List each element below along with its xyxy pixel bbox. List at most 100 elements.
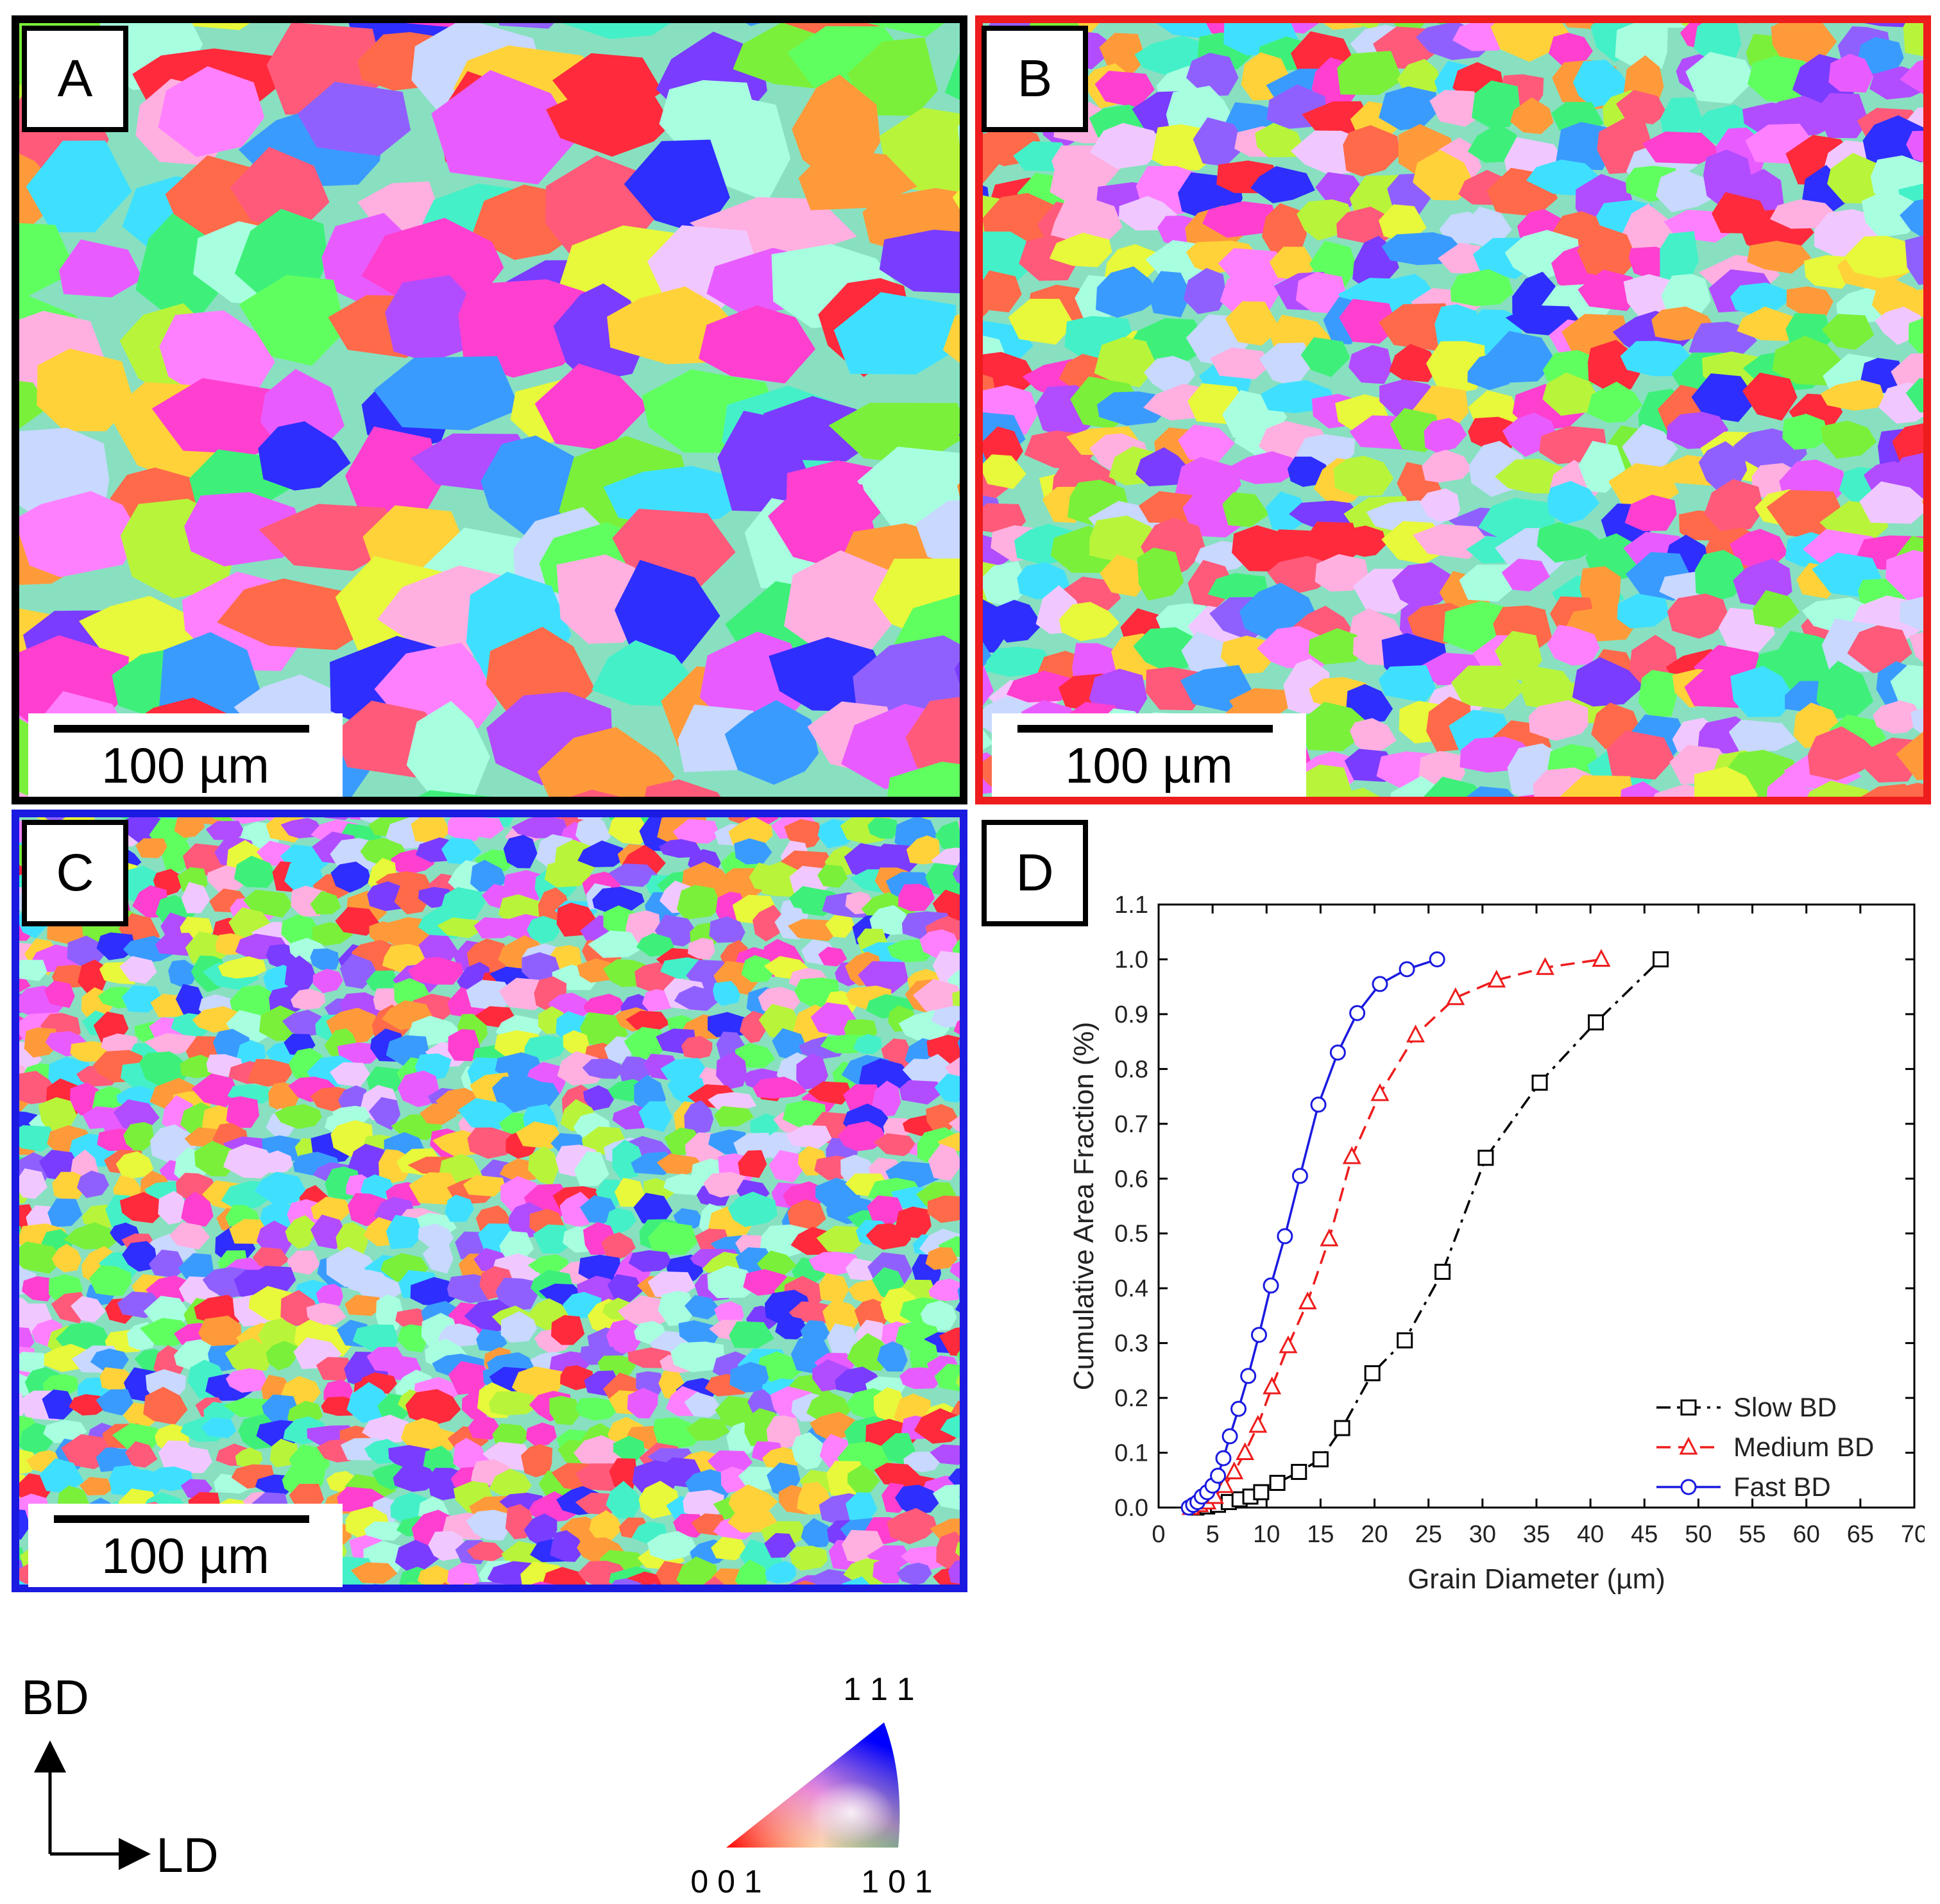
grain (578, 1254, 622, 1284)
grain (1730, 529, 1789, 568)
grain (1379, 204, 1427, 243)
grain (1202, 201, 1279, 238)
grain (794, 1580, 815, 1585)
grain (19, 223, 77, 300)
grain (19, 1327, 35, 1354)
grain (714, 1106, 754, 1127)
grain (571, 789, 620, 797)
grain (1660, 231, 1699, 287)
grain (660, 1058, 710, 1082)
grain (1900, 199, 1923, 239)
ipf-label-111: 1 1 1 (843, 1671, 914, 1707)
grain (953, 1020, 960, 1035)
grain (899, 1367, 942, 1390)
grain (871, 1080, 901, 1117)
grain (613, 1436, 645, 1462)
grain (345, 1295, 382, 1316)
grain (887, 1508, 938, 1545)
grain (1420, 488, 1461, 522)
grain (1467, 123, 1521, 163)
grain (332, 1105, 371, 1125)
grain (601, 1232, 636, 1260)
grain (756, 1250, 797, 1277)
grain (1782, 413, 1830, 450)
grain (764, 1533, 796, 1558)
grain (760, 1224, 810, 1259)
grain (867, 817, 899, 839)
grain (819, 1273, 849, 1303)
grain (1922, 498, 1923, 505)
grain (260, 1150, 293, 1173)
grain (43, 1420, 87, 1443)
grain (708, 1092, 757, 1114)
grain (983, 729, 994, 750)
grain (784, 550, 904, 650)
grain (711, 1536, 748, 1561)
grain (647, 1531, 698, 1561)
grain (563, 1030, 590, 1054)
data-point (1210, 1467, 1227, 1484)
grain (531, 1581, 556, 1585)
grain (149, 1249, 187, 1278)
data-point (1370, 1083, 1390, 1101)
grain (239, 275, 346, 366)
grain (1577, 225, 1638, 280)
grain (745, 23, 761, 26)
grain (1138, 491, 1200, 523)
grain (385, 275, 482, 363)
grain (577, 840, 627, 867)
grain (735, 1560, 770, 1585)
grain (958, 433, 960, 437)
grain (1621, 781, 1664, 797)
grain (1269, 246, 1317, 280)
grain (597, 1355, 636, 1375)
grain (765, 1561, 797, 1584)
grain (898, 883, 935, 912)
x-tick-label: 30 (1469, 1521, 1496, 1548)
grain (168, 960, 198, 987)
data-point (1397, 1332, 1413, 1348)
grain (728, 1191, 778, 1227)
grain (503, 835, 538, 869)
grain (1096, 266, 1161, 318)
grain (983, 642, 992, 668)
grain (159, 310, 275, 403)
grain (583, 1085, 614, 1111)
grain (686, 1418, 730, 1441)
grain (879, 230, 960, 294)
grain (801, 1518, 832, 1548)
grain (1379, 86, 1436, 131)
grain (867, 1195, 905, 1227)
data-point (1215, 1475, 1234, 1493)
grain (169, 1221, 210, 1250)
grain (122, 1241, 157, 1272)
grain (448, 1029, 481, 1062)
grain (437, 917, 486, 939)
data-point (1406, 1024, 1425, 1042)
x-tick-label: 45 (1631, 1521, 1658, 1548)
grain (1323, 23, 1368, 30)
grain (1295, 271, 1347, 314)
grain (724, 700, 819, 785)
grain (205, 820, 246, 840)
grain (704, 1576, 725, 1585)
grain (285, 1215, 317, 1249)
grain (259, 504, 405, 572)
grain (874, 1133, 918, 1157)
grain (1148, 271, 1191, 318)
data-point (1263, 1277, 1279, 1294)
grain (1691, 373, 1757, 422)
grain (1225, 301, 1281, 346)
grain (687, 937, 715, 960)
grain (983, 561, 1029, 608)
ipf-label-001: 0 0 1 (690, 1864, 762, 1899)
grain (348, 1143, 389, 1182)
data-point (1310, 1096, 1327, 1113)
data-point (1535, 957, 1554, 975)
grain (919, 929, 960, 958)
grain (324, 817, 349, 820)
grain (1510, 97, 1554, 134)
panel-label-d: D (982, 820, 1088, 926)
grain (249, 1266, 296, 1298)
grain (76, 1170, 110, 1198)
